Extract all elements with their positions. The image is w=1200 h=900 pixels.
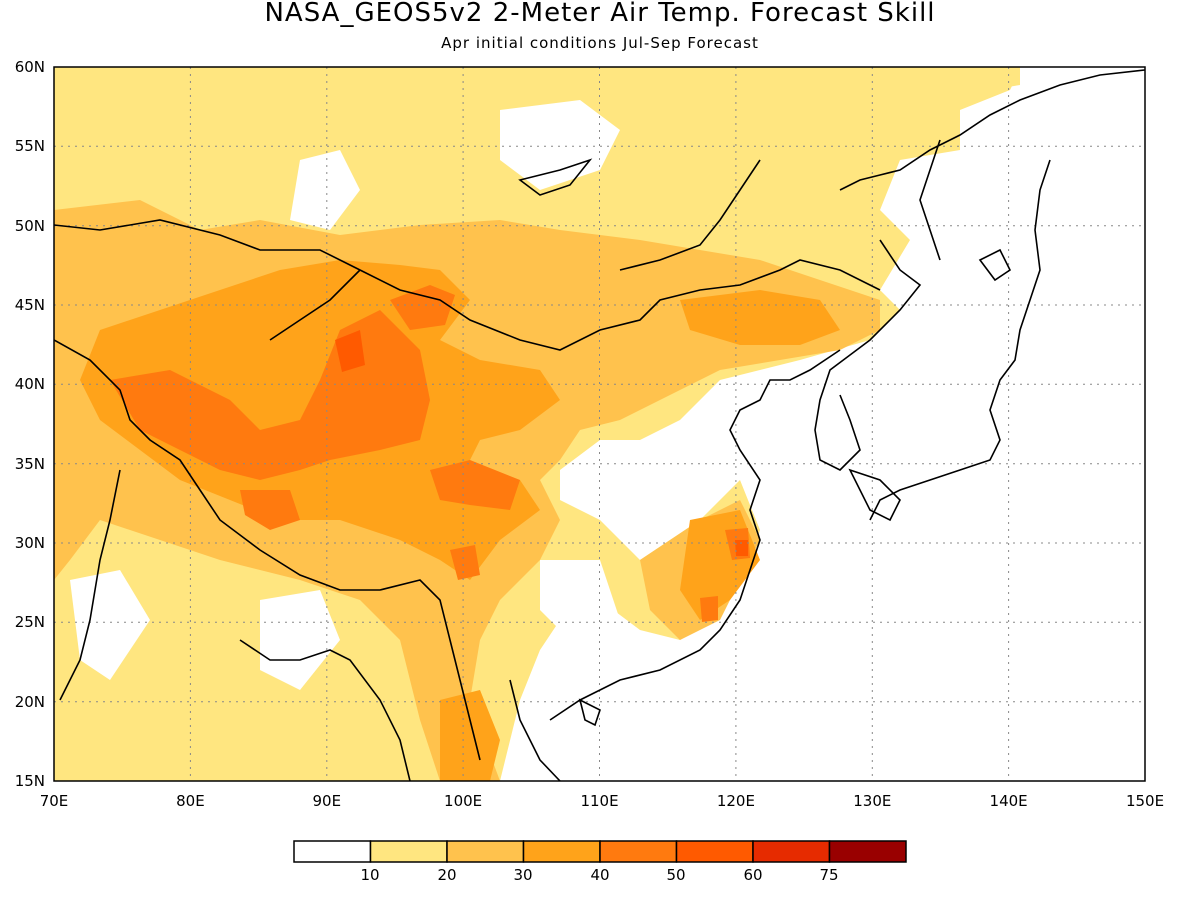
skill-region-40-50-fujian bbox=[700, 596, 718, 622]
skill-region-30-40-east bbox=[680, 290, 840, 345]
legend-swatch bbox=[446, 840, 525, 863]
coastlines-borders bbox=[54, 69, 1145, 781]
map-subtitle: Apr initial conditions Jul-Sep Forecast bbox=[441, 34, 759, 52]
gridlines bbox=[54, 67, 1145, 781]
lat-axis: 15N 20N 25N 30N 35N 40N 45N 50N 55N 60N bbox=[15, 58, 45, 790]
map-title: NASA_GEOS5v2 2-Meter Air Temp. Forecast … bbox=[264, 0, 936, 28]
lat-tick-label: 20N bbox=[15, 693, 45, 711]
legend-swatch bbox=[599, 840, 678, 863]
lat-tick-label: 55N bbox=[15, 137, 45, 155]
legend-label: 60 bbox=[743, 866, 762, 884]
skill-region-50-60-2 bbox=[735, 540, 748, 556]
legend-label: 50 bbox=[666, 866, 685, 884]
lat-tick-label: 40N bbox=[15, 375, 45, 393]
skill-region-40-50-sichuan bbox=[430, 460, 520, 510]
skill-white-patch-4 bbox=[260, 590, 340, 690]
legend-label: 20 bbox=[437, 866, 456, 884]
lat-tick-label: 50N bbox=[15, 217, 45, 235]
skill-white-patch-3 bbox=[70, 570, 150, 680]
skill-region-30-40-indochina bbox=[440, 690, 500, 781]
skill-white-patch-2 bbox=[500, 100, 620, 190]
skill-region-10-20-ne bbox=[830, 70, 1020, 150]
lon-tick-label: 110E bbox=[580, 792, 618, 810]
lon-tick-label: 100E bbox=[444, 792, 482, 810]
lat-tick-label: 45N bbox=[15, 296, 45, 314]
lon-tick-label: 150E bbox=[1126, 792, 1164, 810]
lon-tick-label: 80E bbox=[176, 792, 205, 810]
lon-tick-label: 120E bbox=[717, 792, 755, 810]
lat-tick-label: 25N bbox=[15, 613, 45, 631]
skill-region-40-50-altai bbox=[390, 285, 455, 330]
legend-label: 75 bbox=[819, 866, 838, 884]
skill-region-50-60-1 bbox=[335, 330, 365, 372]
legend-boxes bbox=[293, 840, 907, 863]
map-frame bbox=[53, 66, 1146, 782]
lon-tick-label: 130E bbox=[853, 792, 891, 810]
color-legend: 10 20 30 40 50 60 75 bbox=[293, 840, 907, 884]
legend-label: 40 bbox=[590, 866, 609, 884]
lon-tick-label: 90E bbox=[313, 792, 342, 810]
skill-region-40-50-tibet bbox=[240, 490, 300, 530]
skill-region-40-50-yunnan bbox=[450, 545, 480, 580]
lon-axis: 70E 80E 90E 100E 110E 120E 130E 140E 150… bbox=[40, 792, 1164, 810]
lat-tick-label: 60N bbox=[15, 58, 45, 76]
lon-tick-label: 140E bbox=[990, 792, 1028, 810]
legend-swatch bbox=[522, 840, 601, 863]
lon-tick-label: 70E bbox=[40, 792, 69, 810]
legend-swatch bbox=[752, 840, 831, 863]
lat-tick-label: 35N bbox=[15, 455, 45, 473]
legend-swatch bbox=[369, 840, 448, 863]
lat-tick-label: 30N bbox=[15, 534, 45, 552]
legend-label: 30 bbox=[513, 866, 532, 884]
lat-tick-label: 15N bbox=[15, 772, 45, 790]
legend-swatch bbox=[675, 840, 754, 863]
legend-label: 10 bbox=[360, 866, 379, 884]
legend-swatch bbox=[828, 840, 907, 863]
skill-white-patch-1 bbox=[290, 150, 360, 230]
legend-swatch bbox=[293, 840, 372, 863]
